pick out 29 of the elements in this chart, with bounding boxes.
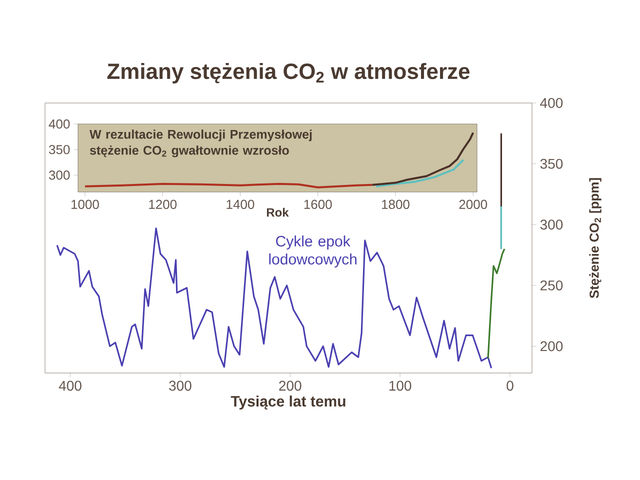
x-tick-label: 1200 [149,200,177,209]
x-tick-label: 2000 [459,200,488,209]
line-series [487,248,506,360]
x-tick-label: 0 [506,380,514,391]
y-axis-title: Stężenie CO$_{2}$ [ppm] [589,178,602,298]
y-tick-label: 350 [49,144,70,154]
x-tick-label: 1800 [382,200,410,209]
y-tick-label: 400 [48,119,70,129]
line-series [371,132,474,186]
y-tick-label: 300 [49,170,70,180]
annotation: Cykle epok lodowcowych [269,236,356,268]
x-tick-label: 200 [279,380,302,391]
chart-title: Zmiany stężenia CO$_{2}$ w atmosferze [107,62,470,84]
x-tick-label: 400 [58,380,82,391]
line-series [56,227,492,369]
x-tick-label: 300 [169,380,192,391]
y-tick-label: 350 [540,158,563,169]
y-tick-label: 200 [540,341,563,352]
x-tick-label: 1000 [72,200,99,209]
x-tick-label: 100 [389,380,412,391]
line-series [375,158,464,188]
x-axis-title: Tysiące lat temu [230,396,346,410]
x-axis-title: Rok [266,208,289,217]
text: W rezultacie Rewolucji Przemysłowej stężenie CO$_{2}$ gwałtownie wzrosło [90,130,312,158]
y-tick-label: 250 [540,280,563,290]
x-tick-label: 1600 [304,200,332,209]
y-tick-label: 400 [540,98,563,108]
y-tick-label: 300 [540,220,563,230]
x-tick-label: 1400 [226,200,254,209]
